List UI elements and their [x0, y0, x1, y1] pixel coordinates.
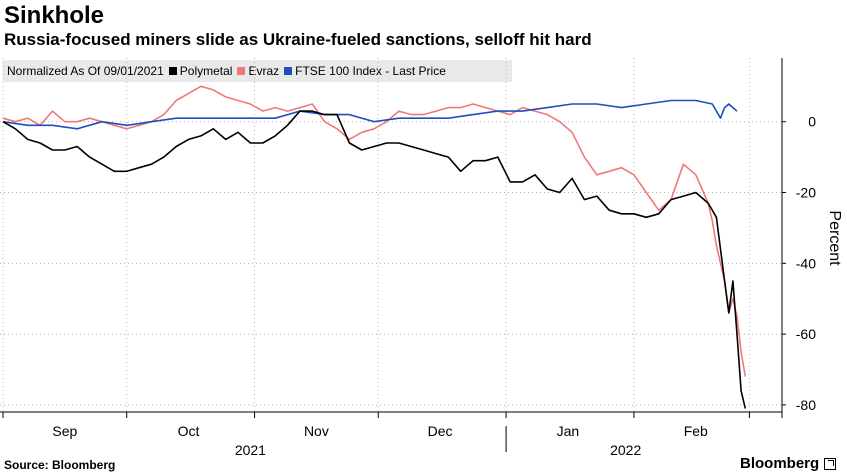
y-tick-label-4: -80 — [796, 397, 816, 413]
y-tick-label-1: -20 — [796, 185, 816, 201]
year-label-2021: 2021 — [235, 442, 266, 458]
x-tick-label-dec: Dec — [428, 423, 453, 439]
series-line-ftse — [2, 99, 738, 130]
legend: Normalized As Of 09/01/2021 Polymetal Ev… — [3, 60, 512, 82]
x-tick-label-nov: Nov — [304, 423, 329, 439]
brand-name: Bloomberg — [740, 455, 820, 472]
y-tick-label-3: -60 — [796, 326, 816, 342]
legend-label-ftse: FTSE 100 Index - Last Price — [295, 64, 446, 78]
year-label-2022: 2022 — [610, 442, 641, 458]
legend-note: Normalized As Of 09/01/2021 — [7, 64, 164, 78]
legend-swatch-polymetal — [168, 67, 177, 75]
legend-label-polymetal: Polymetal — [179, 64, 233, 78]
brand-logo: Bloomberg — [740, 455, 837, 472]
x-tick-label-oct: Oct — [178, 423, 200, 439]
legend-label-evraz: Evraz — [248, 64, 280, 78]
legend-swatch-evraz — [237, 67, 246, 75]
chart-title: Sinkhole — [4, 2, 105, 29]
y-axis-label: Percent — [826, 210, 843, 266]
series-line-polymetal — [2, 110, 747, 409]
series-line-evraz — [2, 85, 747, 377]
external-link-icon[interactable] — [824, 457, 837, 470]
y-tick-label-2: -40 — [796, 255, 816, 271]
y-tick-label-0: 0 — [808, 114, 816, 130]
legend-swatch-ftse — [284, 67, 293, 75]
source-note: Source: Bloomberg — [4, 458, 116, 472]
x-tick-label-sep: Sep — [52, 423, 77, 439]
chart-subtitle: Russia-focused miners slide as Ukraine-f… — [4, 30, 592, 49]
x-tick-label-feb: Feb — [684, 423, 708, 439]
x-tick-label-jan: Jan — [557, 423, 580, 439]
